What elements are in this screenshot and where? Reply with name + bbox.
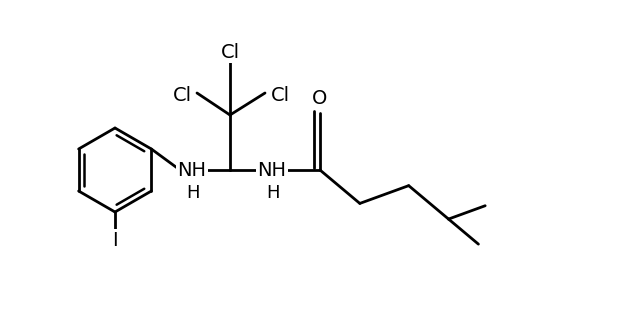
Text: O: O (312, 88, 328, 108)
Text: I: I (112, 230, 118, 250)
Text: Cl: Cl (220, 43, 239, 61)
Text: H: H (266, 184, 280, 202)
Text: NH: NH (257, 161, 287, 179)
Text: NH: NH (177, 161, 207, 179)
Text: Cl: Cl (271, 85, 289, 105)
Text: H: H (186, 184, 200, 202)
Text: Cl: Cl (172, 85, 191, 105)
